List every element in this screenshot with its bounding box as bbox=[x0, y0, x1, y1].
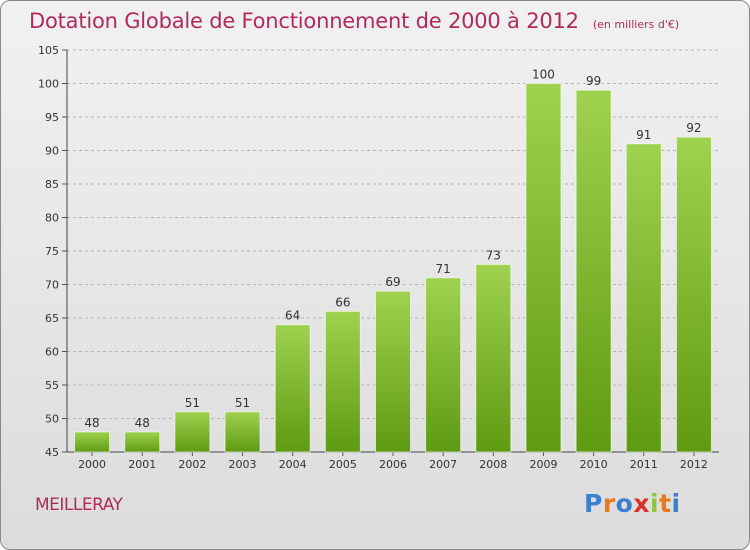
data-label-2009: 100 bbox=[532, 68, 555, 82]
data-labels: 48 48 51 51 64 66 69 71 73 100 99 91 92 bbox=[84, 68, 701, 430]
y-tick-label: 70 bbox=[45, 279, 59, 292]
data-label-2007: 71 bbox=[436, 262, 451, 276]
x-tick-label-2005: 2005 bbox=[329, 458, 357, 471]
data-label-2012: 92 bbox=[686, 121, 701, 135]
axes: 45 50 55 60 65 70 75 80 85 90 95 100 105 2000 2001 2002… bbox=[38, 44, 719, 471]
data-label-2010: 99 bbox=[586, 74, 601, 88]
y-tick-label: 90 bbox=[45, 145, 59, 158]
proxiti-logo: Proxiti bbox=[584, 489, 681, 518]
y-tick-label: 80 bbox=[45, 212, 59, 225]
data-label-2008: 73 bbox=[486, 248, 501, 262]
bar-2003 bbox=[224, 411, 261, 453]
bar-2004 bbox=[274, 324, 311, 453]
x-tick-label-2002: 2002 bbox=[178, 458, 206, 471]
x-tick-label-2007: 2007 bbox=[429, 458, 457, 471]
data-label-2004: 64 bbox=[285, 309, 300, 323]
bar-2009 bbox=[525, 83, 562, 453]
bar-2007 bbox=[425, 277, 462, 453]
x-tick-label-2012: 2012 bbox=[680, 458, 708, 471]
bar-2006 bbox=[375, 290, 411, 453]
logo-letter: x bbox=[633, 489, 650, 518]
data-label-2002: 51 bbox=[185, 396, 200, 410]
data-label-2001: 48 bbox=[135, 416, 150, 430]
bar-2001 bbox=[124, 431, 161, 453]
logo-letter: r bbox=[602, 489, 616, 518]
logo-letter: i bbox=[671, 489, 681, 518]
bar-2011 bbox=[625, 143, 662, 453]
y-tick-label: 55 bbox=[45, 379, 59, 392]
logo-letter: t bbox=[659, 489, 672, 518]
logo-letter: i bbox=[650, 489, 660, 518]
data-label-2003: 51 bbox=[235, 396, 250, 410]
y-tick-label: 95 bbox=[45, 111, 59, 124]
y-tick-label: 65 bbox=[45, 312, 59, 325]
y-tick-label: 50 bbox=[45, 413, 59, 426]
x-tick-label-2009: 2009 bbox=[529, 458, 557, 471]
x-tick-label-2004: 2004 bbox=[279, 458, 307, 471]
data-label-2006: 69 bbox=[385, 275, 400, 289]
x-tick-label-2003: 2003 bbox=[229, 458, 257, 471]
chart-title-text: Dotation Globale de Fonctionnement de 20… bbox=[29, 9, 579, 33]
bar-2005 bbox=[324, 310, 361, 453]
x-tick-label-2000: 2000 bbox=[78, 458, 106, 471]
bar-2012 bbox=[675, 136, 712, 453]
bar-2010 bbox=[575, 89, 612, 453]
logo-letter: o bbox=[615, 489, 634, 518]
y-tick-label: 105 bbox=[38, 44, 59, 57]
data-label-2011: 91 bbox=[636, 128, 651, 142]
bars bbox=[74, 83, 712, 453]
y-tick-label: 100 bbox=[38, 78, 59, 91]
data-label-2000: 48 bbox=[84, 416, 99, 430]
y-tick-label: 75 bbox=[45, 245, 59, 258]
x-tick-label-2001: 2001 bbox=[128, 458, 156, 471]
bar-2008 bbox=[475, 263, 512, 453]
y-tick-label: 45 bbox=[45, 446, 59, 459]
y-tick-label: 85 bbox=[45, 178, 59, 191]
unit-label: (en milliers d'€) bbox=[592, 18, 680, 31]
x-tick-label-2008: 2008 bbox=[479, 458, 507, 471]
x-tick-label-2011: 2011 bbox=[630, 458, 658, 471]
y-tick-label: 60 bbox=[45, 346, 59, 359]
commune-name: MEILLERAY bbox=[35, 495, 123, 515]
bar-2000 bbox=[74, 431, 111, 453]
chart-title: Dotation Globale de Fonctionnement de 20… bbox=[29, 9, 679, 33]
data-label-2005: 66 bbox=[335, 295, 350, 309]
logo-letter: P bbox=[584, 489, 603, 518]
x-tick-label-2010: 2010 bbox=[580, 458, 608, 471]
bar-2002 bbox=[174, 411, 211, 453]
x-tick-label-2006: 2006 bbox=[379, 458, 407, 471]
